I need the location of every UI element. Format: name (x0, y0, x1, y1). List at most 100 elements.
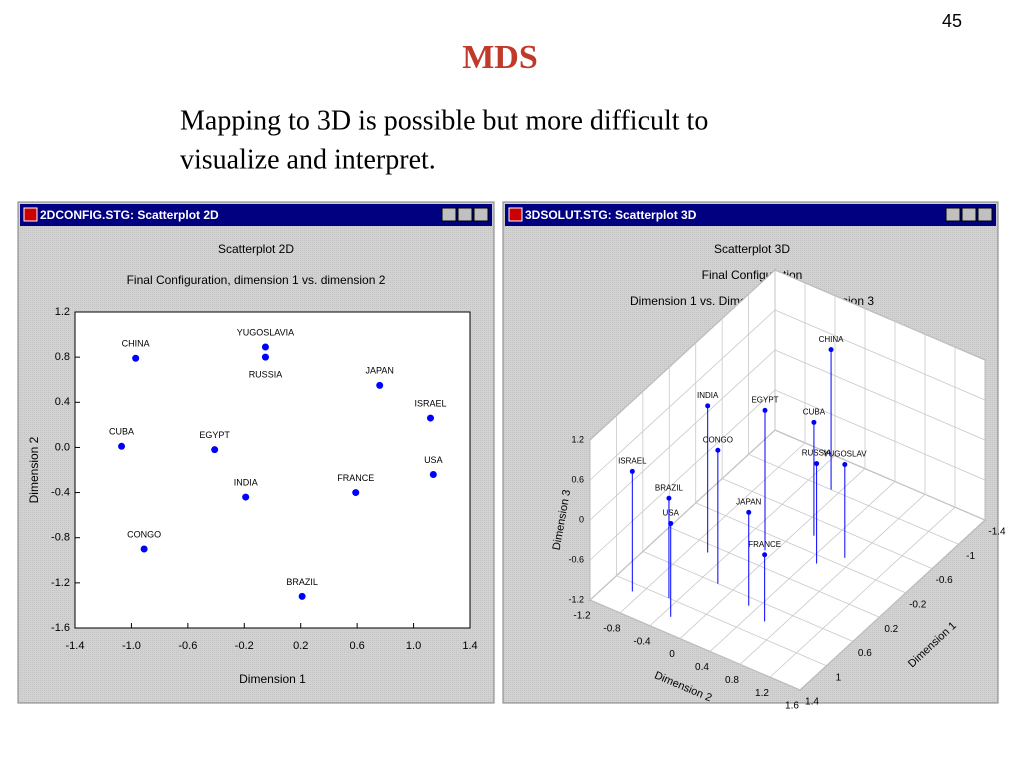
grid-line (642, 551, 854, 642)
point-label: USA (424, 455, 443, 465)
y-tick-label: 0.4 (55, 396, 70, 408)
maximize-button[interactable] (961, 207, 977, 222)
point (705, 403, 711, 409)
grid-line (589, 309, 776, 481)
grid-line (649, 455, 836, 627)
x-tick-label: -1.4 (66, 640, 85, 652)
y-tick-label: -0.8 (603, 623, 621, 634)
point-label: CUBA (803, 407, 826, 416)
z-tick-label: -0.6 (568, 554, 584, 564)
grid-line (709, 481, 896, 652)
window-title: 3DSOLUT.STG: Scatterplot 3D (525, 208, 697, 222)
x-axis-label: Dimension 1 (239, 672, 306, 686)
point (629, 468, 635, 474)
point-label: CUBA (109, 427, 134, 437)
x-tick-label: -1 (966, 551, 975, 562)
point (814, 461, 820, 467)
point (746, 509, 752, 515)
y-tick-label: 1.2 (755, 688, 769, 699)
point-label: EGYPT (751, 395, 778, 404)
y-tick-label: 0.4 (695, 662, 709, 673)
plot-area (74, 311, 471, 629)
point-label: CHINA (122, 339, 150, 349)
point (118, 442, 126, 450)
grid-line (589, 599, 801, 691)
grid-line (748, 453, 959, 545)
point (762, 552, 768, 558)
point (352, 489, 360, 497)
point (427, 414, 434, 422)
close-button[interactable] (977, 207, 993, 222)
x-tick-label: -1.4 (988, 527, 1006, 538)
y-tick-label: -1.2 (51, 577, 70, 589)
point-label: JAPAN (736, 497, 761, 506)
y-tick-label: 1.2 (55, 306, 70, 318)
point (666, 495, 672, 501)
point-label: CONGO (703, 435, 733, 444)
point-label: YUGOSLAVIA (237, 327, 294, 337)
point (811, 419, 817, 425)
point (298, 592, 306, 600)
body-text: Mapping to 3D is possible but more diffi… (180, 105, 708, 136)
point (261, 343, 269, 351)
y-tick-label: 0.8 (55, 351, 70, 363)
grid-line (589, 429, 776, 601)
x-tick-label: -0.2 (235, 640, 254, 652)
point (715, 447, 721, 453)
close-button[interactable] (473, 207, 489, 222)
minimize-button[interactable] (945, 207, 961, 222)
minimize-button[interactable] (441, 207, 457, 222)
grid-line (679, 468, 866, 639)
y-axis-label: Dimension 2 (27, 436, 41, 503)
grid-line (619, 442, 806, 614)
grid-line (774, 349, 986, 441)
point (429, 471, 437, 479)
point (762, 407, 768, 413)
point-label: ISRAEL (414, 398, 446, 408)
y-tick-label: 0 (669, 649, 675, 660)
maximize-button[interactable] (457, 207, 473, 222)
x-tick-label: 0.2 (884, 624, 898, 635)
grid-line (774, 389, 986, 481)
point-label: RUSSIA (249, 370, 283, 380)
x-tick-label: -0.2 (909, 599, 927, 610)
x-tick-label: -0.6 (936, 575, 954, 586)
point-label: BRAZIL (286, 577, 318, 587)
grid-line (669, 526, 880, 618)
y-tick-label: -0.4 (633, 636, 651, 647)
point-label: JAPAN (366, 366, 394, 376)
y-tick-label: -1.6 (51, 622, 70, 634)
grid-line (799, 519, 986, 691)
grid-line (721, 478, 933, 569)
grid-line (774, 309, 986, 401)
grid-line (774, 429, 986, 521)
chart-subtitle: Final Configuration, dimension 1 vs. dim… (127, 273, 386, 287)
point (668, 520, 674, 526)
point (242, 493, 250, 501)
x-tick-label: 1.4 (462, 640, 477, 652)
window-icon (508, 207, 523, 222)
slide-title: MDS (462, 39, 538, 76)
chart-title: Scatterplot 2D (218, 242, 294, 256)
point (842, 462, 848, 468)
grid-line (774, 269, 986, 361)
point-label: CHINA (819, 335, 845, 344)
title-bar (505, 204, 996, 226)
point (140, 545, 148, 553)
z-tick-label: 0 (579, 514, 584, 524)
x-tick-label: -1.0 (122, 640, 141, 652)
y-tick-label: -1.2 (573, 611, 591, 622)
point (132, 354, 140, 362)
point (828, 347, 834, 353)
page-number: 45 (942, 11, 962, 31)
x-tick-label: 1.4 (805, 697, 819, 708)
point-label: ISRAEL (618, 457, 647, 466)
x-tick-label: 0.6 (349, 640, 364, 652)
window-title: 2DCONFIG.STG: Scatterplot 2D (40, 208, 219, 222)
grid-line (769, 506, 956, 678)
x-tick-label: -0.6 (178, 640, 197, 652)
chart-title: Scatterplot 3D (714, 242, 790, 256)
z-tick-label: 1.2 (571, 434, 584, 444)
point-label: BRAZIL (655, 483, 684, 492)
